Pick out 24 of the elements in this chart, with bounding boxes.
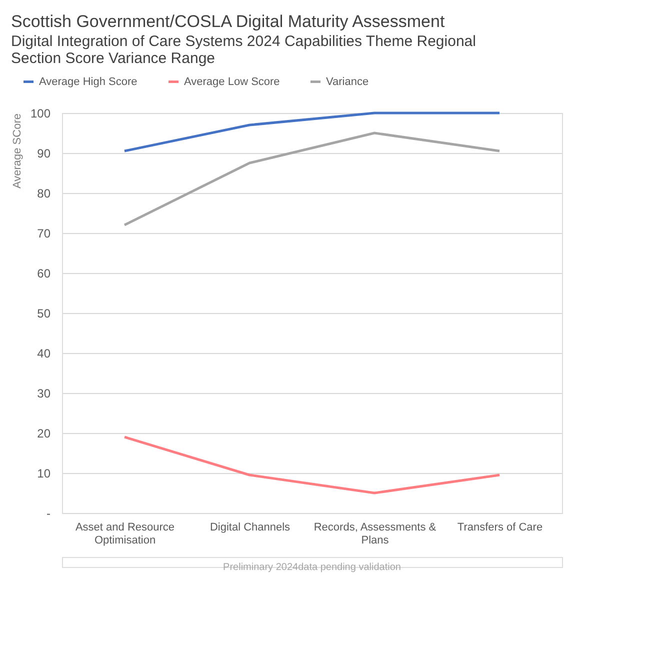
x-tick-label: Digital Channels [210,522,291,534]
y-axis-title: Average SCore [12,114,24,189]
chart-title: Scottish Government/COSLA Digital Maturity Assessment [11,12,445,31]
legend-label: Average High Score [39,76,138,88]
x-tick-label: Records, Assessments & Plans [314,522,437,546]
y-tick-label: 30 [37,386,51,400]
y-tick-label: 40 [37,346,51,360]
text: Preliminary 2024data pending validation [223,562,401,573]
text: Digital Integration of Care Systems 2024 Capabilities Theme Regional [11,33,476,50]
y-tick-label: - [46,506,50,520]
text: Section Score Variance Range [11,50,216,67]
y-tick-label: 80 [37,186,51,200]
y-tick-label: 90 [37,146,51,160]
legend-label: Variance [326,76,369,88]
y-tick-label: 60 [37,266,51,280]
line-series [123,132,501,226]
x-tick-label: Transfers of Care [457,522,543,534]
y-tick-label: 100 [30,106,51,120]
x-tick-label: Asset and Resource Optimisation [75,522,175,546]
y-tick-label: 70 [37,226,51,240]
y-tick-label: 20 [37,426,51,440]
y-tick-label: 50 [37,306,51,320]
legend-label: Average Low Score [184,76,280,88]
y-tick-label: 10 [37,466,51,480]
